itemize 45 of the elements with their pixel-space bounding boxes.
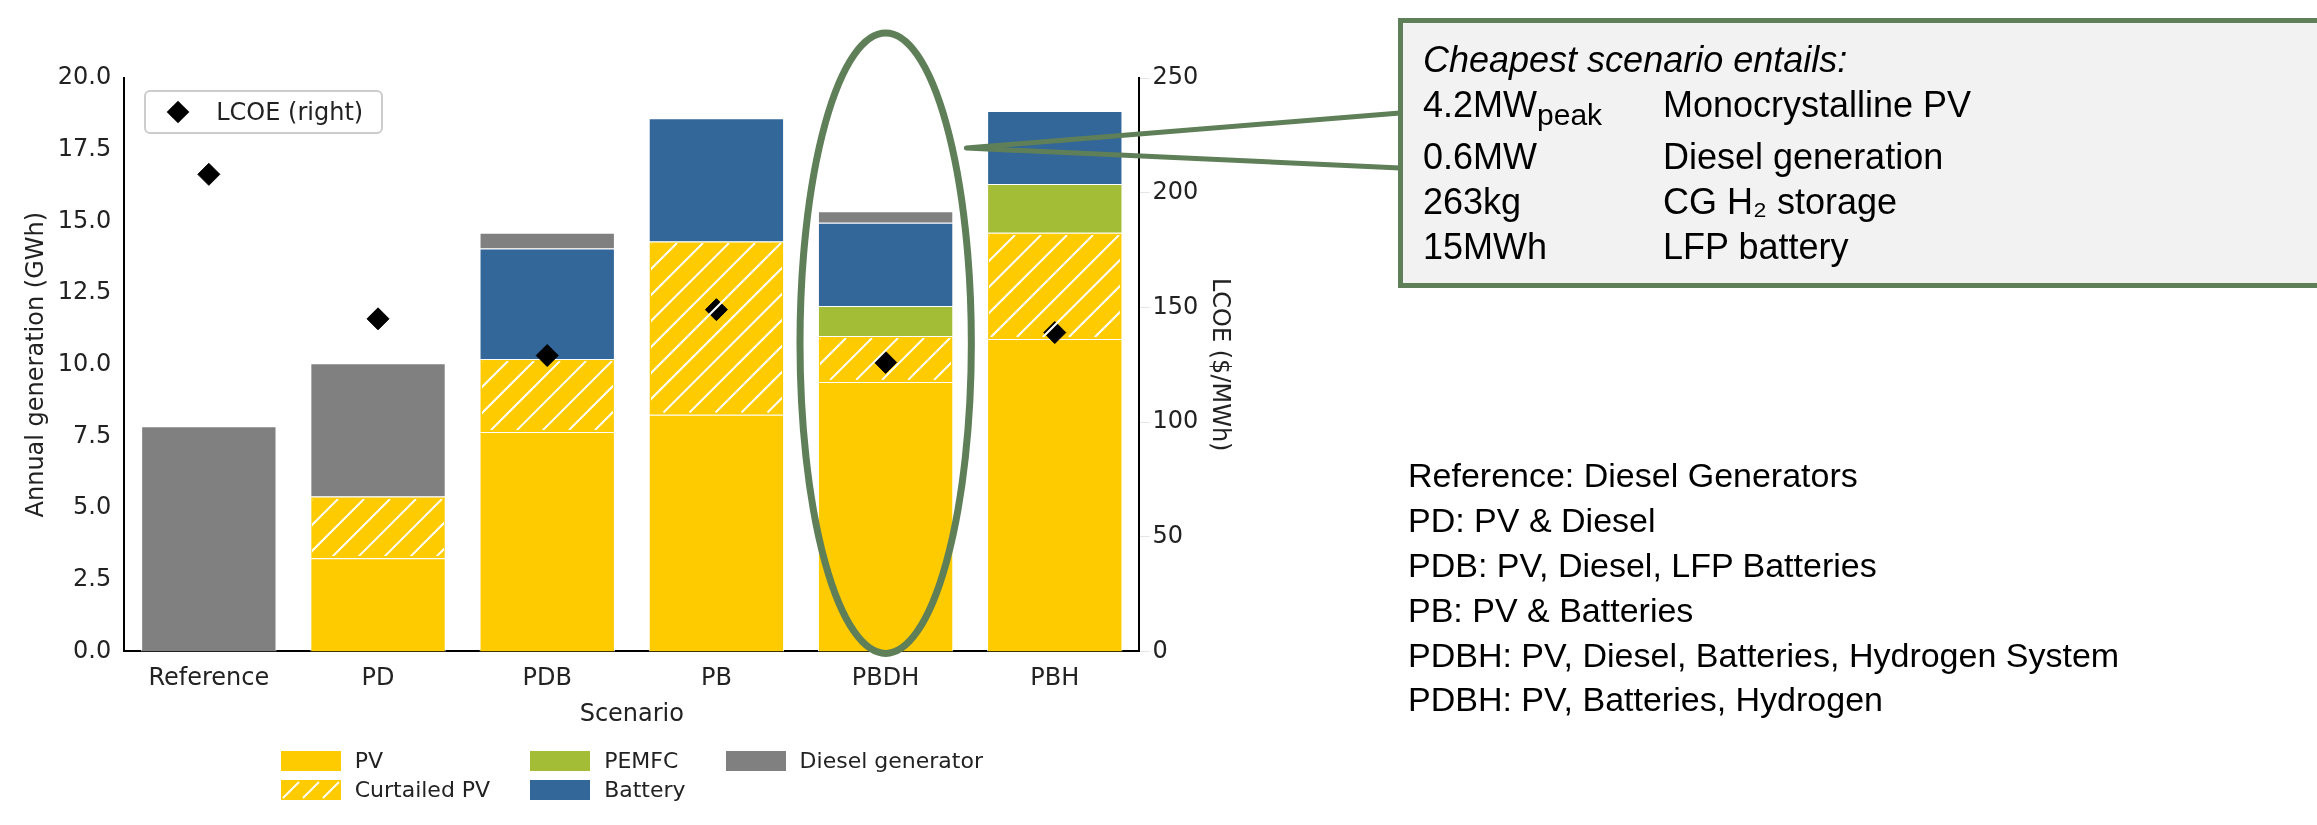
x-axis-title: Scenario	[579, 698, 684, 727]
y-tick-label: 2.5	[73, 563, 112, 592]
text: CG H₂ storage	[1663, 179, 1899, 224]
y-tick-label: 10.0	[57, 348, 112, 377]
y2-axis-title: LCOE ($/MWh)	[1207, 277, 1236, 452]
y-tick-label: 5.0	[73, 492, 112, 521]
y-tick-label: 0.0	[73, 635, 112, 664]
x-tick-label: PBDH	[851, 663, 920, 692]
y-tick-label: 7.5	[73, 420, 112, 449]
y2-tick-label: 50	[1152, 520, 1183, 549]
text: Cheapest scenario entails:	[1423, 38, 1849, 82]
text: Diesel generation	[1663, 134, 1945, 179]
legend-label: PEMFC	[604, 748, 679, 773]
legend-label: Diesel generator	[799, 748, 983, 773]
text: PDBH: PV, Diesel, Batteries, Hydrogen System	[1408, 634, 2120, 676]
x-tick-label: PDB	[522, 663, 572, 692]
text: 15MWh	[1423, 224, 1549, 269]
y2-tick-label: 200	[1152, 176, 1199, 205]
text: 263kg	[1423, 179, 1523, 224]
y-tick-label: 17.5	[57, 133, 112, 162]
x-tick-label: PD	[361, 663, 395, 692]
text: Monocrystalline PV	[1663, 83, 1972, 127]
text: PDBH: PV, Batteries, Hydrogen	[1408, 679, 1884, 721]
text: PB: PV & Batteries	[1408, 589, 1695, 631]
text: PDB: PV, Diesel, LFP Batteries	[1408, 544, 1878, 586]
text: 4.2MW$_{peak}$	[1423, 83, 1604, 134]
text: 0.6MW	[1423, 134, 1538, 179]
x-tick-label: PBH	[1030, 663, 1080, 692]
y2-tick-label: 0	[1152, 635, 1168, 664]
x-tick-label: Reference	[148, 663, 270, 692]
y2-tick-label: 100	[1152, 406, 1199, 435]
y-tick-label: 15.0	[57, 205, 112, 234]
y2-tick-label: 150	[1152, 291, 1199, 320]
y-tick-label: 12.5	[57, 277, 112, 306]
legend-label: LCOE (right)	[216, 98, 364, 126]
text: LFP battery	[1663, 224, 1850, 269]
text: Reference: Diesel Generators	[1408, 455, 1859, 496]
y2-tick-label: 250	[1152, 62, 1199, 91]
text: PD: PV & Diesel	[1408, 499, 1657, 541]
y-axis-title: Annual generation (GWh)	[20, 211, 49, 518]
legend-label: Curtailed PV	[354, 777, 491, 802]
y-tick-label: 20.0	[57, 62, 112, 91]
x-tick-label: PB	[700, 663, 732, 692]
legend-label: Battery	[604, 777, 686, 802]
legend-label: PV	[354, 748, 383, 773]
